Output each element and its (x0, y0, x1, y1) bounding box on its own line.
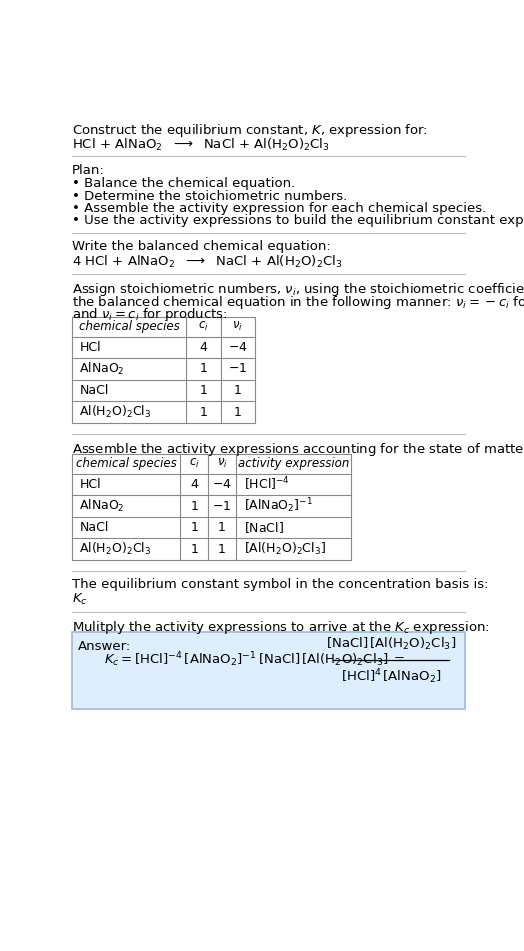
Text: 1: 1 (190, 521, 198, 534)
Text: 4 HCl + AlNaO$_2$  $\longrightarrow$  NaCl + Al(H$_2$O)$_2$Cl$_3$: 4 HCl + AlNaO$_2$ $\longrightarrow$ NaCl… (72, 254, 342, 269)
Text: $[\mathrm{NaCl}]\,[\mathrm{Al(H_2O)_2Cl_3}]$: $[\mathrm{NaCl}]\,[\mathrm{Al(H_2O)_2Cl_… (326, 636, 456, 652)
Text: 1: 1 (234, 406, 242, 418)
Text: $-1$: $-1$ (228, 362, 247, 376)
Text: $K_c = [\mathrm{HCl}]^{-4}\,[\mathrm{AlNaO_2}]^{-1}\,[\mathrm{NaCl}]\,[\mathrm{A: $K_c = [\mathrm{HCl}]^{-4}\,[\mathrm{AlN… (104, 650, 406, 670)
Text: Plan:: Plan: (72, 165, 104, 177)
Text: $-4$: $-4$ (228, 340, 247, 354)
Text: $\nu_i$: $\nu_i$ (232, 320, 243, 333)
Text: NaCl: NaCl (80, 384, 109, 398)
Text: $[\mathrm{HCl}]^4\,[\mathrm{AlNaO_2}]$: $[\mathrm{HCl}]^4\,[\mathrm{AlNaO_2}]$ (341, 668, 441, 687)
Text: chemical species: chemical species (79, 320, 179, 333)
Text: HCl: HCl (80, 478, 101, 491)
Text: the balanced chemical equation in the following manner: $\nu_i = -c_i$ for react: the balanced chemical equation in the fo… (72, 294, 524, 311)
Text: Construct the equilibrium constant, $K$, expression for:: Construct the equilibrium constant, $K$,… (72, 122, 428, 139)
Text: $-1$: $-1$ (212, 499, 232, 513)
Text: 1: 1 (190, 499, 198, 513)
Text: Mulitply the activity expressions to arrive at the $K_c$ expression:: Mulitply the activity expressions to arr… (72, 619, 489, 636)
Text: $[\mathrm{Al(H_2O)_2Cl_3}]$: $[\mathrm{Al(H_2O)_2Cl_3}]$ (244, 541, 326, 557)
Text: $c_i$: $c_i$ (198, 320, 209, 333)
Text: 1: 1 (200, 406, 208, 418)
Text: 1: 1 (200, 362, 208, 376)
Text: AlNaO$_2$: AlNaO$_2$ (80, 361, 125, 377)
Text: 1: 1 (190, 543, 198, 555)
Text: activity expression: activity expression (238, 457, 349, 470)
Text: 4: 4 (200, 340, 208, 354)
Text: • Balance the chemical equation.: • Balance the chemical equation. (72, 177, 295, 190)
Text: Assign stoichiometric numbers, $\nu_i$, using the stoichiometric coefficients, $: Assign stoichiometric numbers, $\nu_i$, … (72, 281, 524, 299)
Text: • Use the activity expressions to build the equilibrium constant expression.: • Use the activity expressions to build … (72, 214, 524, 227)
Text: 1: 1 (218, 521, 226, 534)
Text: HCl: HCl (80, 340, 101, 354)
Bar (72, 317, 255, 423)
Text: 1: 1 (200, 384, 208, 398)
Text: $\nu_i$: $\nu_i$ (216, 457, 227, 470)
Text: $[\mathrm{AlNaO_2}]^{-1}$: $[\mathrm{AlNaO_2}]^{-1}$ (244, 496, 313, 515)
Text: chemical species: chemical species (75, 457, 176, 470)
Text: $c_i$: $c_i$ (189, 457, 200, 470)
Text: NaCl: NaCl (80, 521, 109, 534)
Text: Assemble the activity expressions accounting for the state of matter and $\nu_i$: Assemble the activity expressions accoun… (72, 441, 524, 458)
Text: Al(H$_2$O)$_2$Cl$_3$: Al(H$_2$O)$_2$Cl$_3$ (80, 404, 152, 420)
Text: Answer:: Answer: (78, 640, 131, 653)
Text: Write the balanced chemical equation:: Write the balanced chemical equation: (72, 241, 331, 253)
Text: Al(H$_2$O)$_2$Cl$_3$: Al(H$_2$O)$_2$Cl$_3$ (80, 541, 152, 557)
Text: and $\nu_i = c_i$ for products:: and $\nu_i = c_i$ for products: (72, 306, 227, 322)
Text: 1: 1 (218, 543, 226, 555)
Bar (72, 632, 465, 709)
Text: $-4$: $-4$ (212, 478, 232, 491)
Bar (72, 454, 351, 560)
Text: The equilibrium constant symbol in the concentration basis is:: The equilibrium constant symbol in the c… (72, 578, 488, 592)
Text: HCl + AlNaO$_2$  $\longrightarrow$  NaCl + Al(H$_2$O)$_2$Cl$_3$: HCl + AlNaO$_2$ $\longrightarrow$ NaCl +… (72, 136, 330, 152)
Text: AlNaO$_2$: AlNaO$_2$ (80, 498, 125, 514)
Text: 1: 1 (234, 384, 242, 398)
Text: $K_c$: $K_c$ (72, 592, 88, 607)
Text: • Assemble the activity expression for each chemical species.: • Assemble the activity expression for e… (72, 202, 486, 215)
Text: • Determine the stoichiometric numbers.: • Determine the stoichiometric numbers. (72, 189, 347, 203)
Text: $[\mathrm{HCl}]^{-4}$: $[\mathrm{HCl}]^{-4}$ (244, 476, 290, 494)
Text: $[\mathrm{NaCl}]$: $[\mathrm{NaCl}]$ (244, 520, 283, 535)
Text: 4: 4 (190, 478, 198, 491)
